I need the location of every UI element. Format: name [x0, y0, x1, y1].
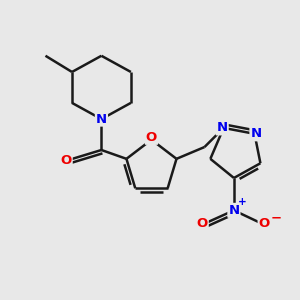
Text: O: O — [61, 154, 72, 167]
Text: O: O — [146, 131, 157, 144]
Text: −: − — [271, 211, 282, 224]
Text: O: O — [196, 217, 208, 230]
Text: N: N — [228, 204, 239, 217]
Text: N: N — [250, 127, 262, 140]
Text: N: N — [217, 122, 228, 134]
Text: N: N — [96, 112, 107, 126]
Text: +: + — [238, 197, 247, 207]
Text: O: O — [259, 217, 270, 230]
